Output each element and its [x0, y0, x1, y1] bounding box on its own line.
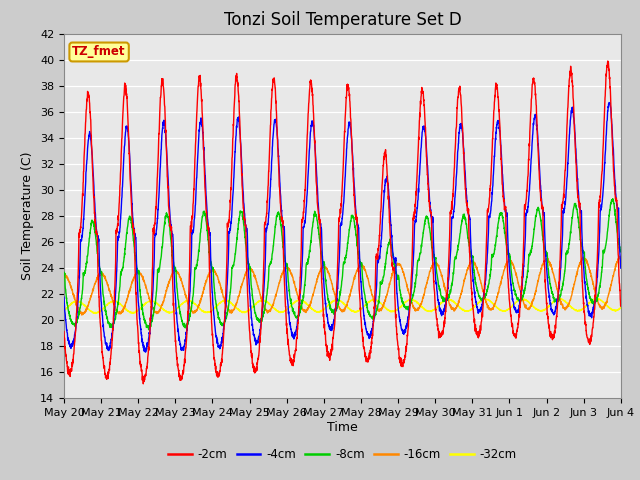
Title: Tonzi Soil Temperature Set D: Tonzi Soil Temperature Set D — [223, 11, 461, 29]
X-axis label: Time: Time — [327, 421, 358, 434]
Legend: -2cm, -4cm, -8cm, -16cm, -32cm: -2cm, -4cm, -8cm, -16cm, -32cm — [163, 443, 522, 466]
Y-axis label: Soil Temperature (C): Soil Temperature (C) — [22, 152, 35, 280]
Text: TZ_fmet: TZ_fmet — [72, 46, 126, 59]
